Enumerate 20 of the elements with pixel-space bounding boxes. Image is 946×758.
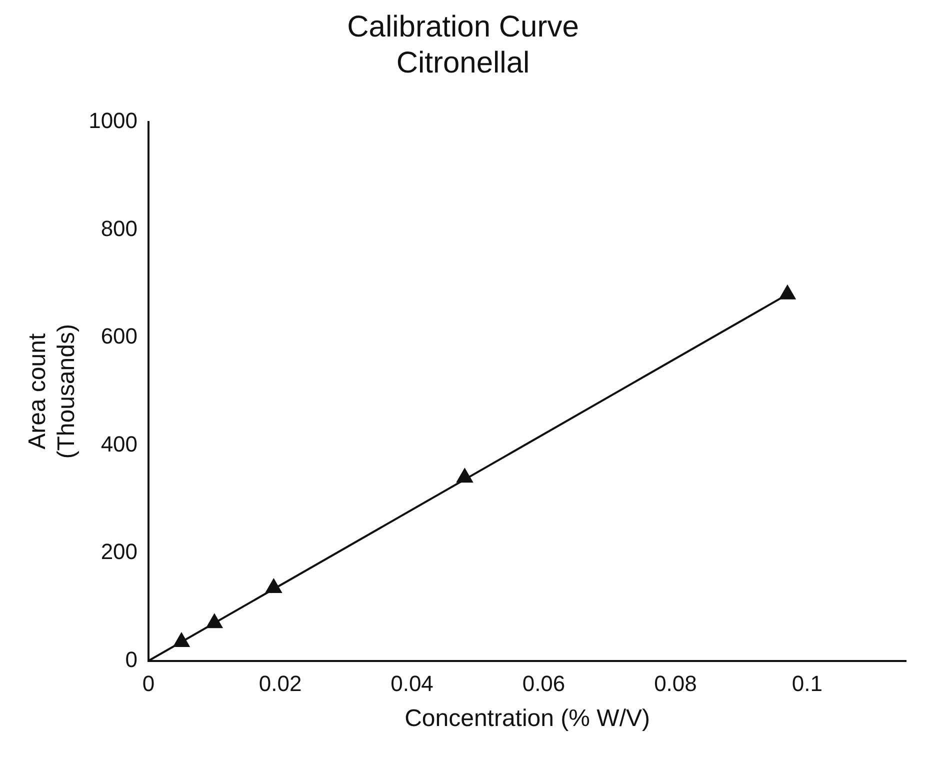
chart-title: Calibration Curve Citronellal xyxy=(347,10,579,80)
x-tick-label: 0.06 xyxy=(522,671,566,696)
y-axis-title: Area count (Thousands) xyxy=(24,324,80,459)
x-tick-label: 0.04 xyxy=(390,671,434,696)
x-tick-label: 0.08 xyxy=(654,671,697,696)
x-tick-label: 0.02 xyxy=(258,671,302,696)
y-tick-label: 1000 xyxy=(88,108,138,134)
point xyxy=(265,578,282,594)
point xyxy=(456,468,473,483)
point xyxy=(206,614,223,628)
point xyxy=(779,284,796,300)
x-axis-title: Concentration (% W/V) xyxy=(404,705,650,732)
y-tick-label: 200 xyxy=(100,539,138,564)
y-tick-label: 800 xyxy=(100,216,138,241)
x-tick-label: 0.1 xyxy=(792,671,822,696)
y-tick-label: 600 xyxy=(100,324,138,349)
x-tick-label: 0 xyxy=(142,671,155,696)
point xyxy=(173,632,190,647)
y-tick-label: 400 xyxy=(100,431,138,456)
y-tick-label: 0 xyxy=(125,646,138,672)
